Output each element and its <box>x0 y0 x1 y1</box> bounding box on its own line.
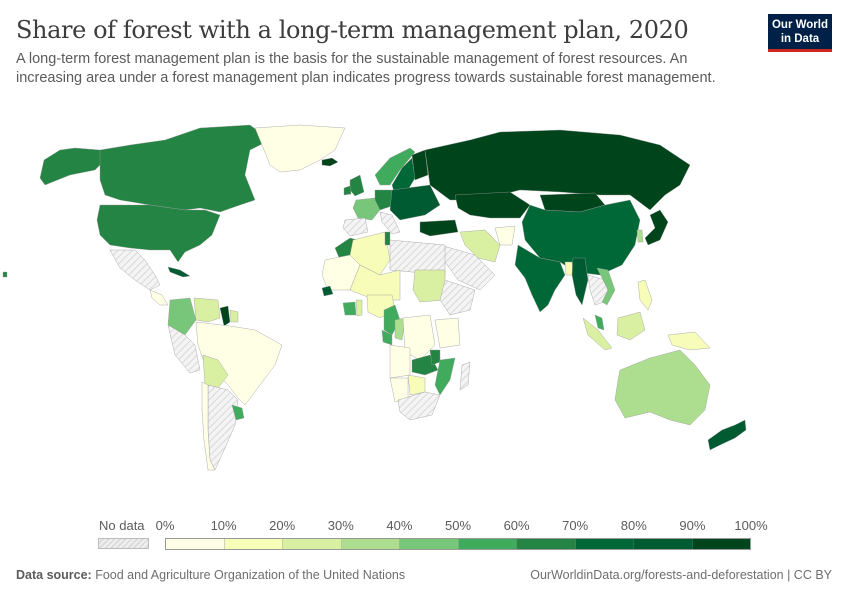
region-bangladesh[interactable] <box>564 261 574 276</box>
legend-tick-60: 60% <box>503 518 530 533</box>
region-uruguay[interactable] <box>231 404 245 421</box>
logo-line2: in Data <box>780 33 820 45</box>
legend-tick-10: 10% <box>210 518 237 533</box>
region-afghanistan[interactable] <box>494 225 516 246</box>
region-peru[interactable] <box>167 324 201 374</box>
legend-tick-40: 40% <box>386 518 413 533</box>
region-germany[interactable] <box>374 189 396 211</box>
region-guyana[interactable] <box>219 305 231 327</box>
region-senegal[interactable] <box>321 285 334 297</box>
legend-tick-20: 20% <box>269 518 296 533</box>
region-alaska[interactable] <box>39 147 106 186</box>
region-angola[interactable] <box>389 344 411 379</box>
legend-tick-70: 70% <box>562 518 589 533</box>
region-hawaii[interactable] <box>2 271 8 278</box>
region-tunisia[interactable] <box>384 231 391 246</box>
region-malaysia[interactable] <box>594 314 605 331</box>
legend-tick-0: 0% <box>155 518 175 533</box>
region-argentina[interactable] <box>207 384 239 471</box>
legend-tick-100: 100% <box>734 518 768 533</box>
region-central-america[interactable] <box>149 289 169 306</box>
legend-no-data-swatch[interactable] <box>98 538 149 549</box>
region-iran[interactable] <box>459 229 501 263</box>
region-suriname[interactable] <box>229 309 239 323</box>
region-iceland[interactable] <box>321 157 339 167</box>
chart-subtitle: A long-term forest management plan is th… <box>16 51 716 86</box>
region-mali-niger[interactable] <box>349 264 401 301</box>
legend-bin-80-90[interactable] <box>634 539 693 549</box>
region-norway[interactable] <box>374 147 416 186</box>
region-finland[interactable] <box>411 149 429 181</box>
region-new-guinea[interactable] <box>667 331 711 351</box>
data-source: Data source: Food and Agriculture Organi… <box>16 568 405 582</box>
region-canada[interactable] <box>99 124 271 213</box>
region-madagascar[interactable] <box>459 361 471 391</box>
legend-color-bins <box>165 538 751 550</box>
region-cote-divoire[interactable] <box>342 301 357 316</box>
region-sumatra[interactable] <box>582 317 613 351</box>
region-horn[interactable] <box>439 279 476 316</box>
source-url-license[interactable]: OurWorldinData.org/forests-and-deforesta… <box>530 568 832 582</box>
region-uk[interactable] <box>349 174 365 197</box>
region-ireland[interactable] <box>343 185 352 196</box>
region-east-africa[interactable] <box>434 317 461 349</box>
region-libya-egypt[interactable] <box>389 239 446 276</box>
region-mozambique[interactable] <box>434 357 456 396</box>
region-greenland[interactable] <box>254 124 346 173</box>
color-legend: No data 0% 10% 20% 30% 40% 50% 60% 70% 8… <box>95 518 768 552</box>
region-malawi[interactable] <box>429 349 441 366</box>
region-spain[interactable] <box>342 217 369 237</box>
region-ghana[interactable] <box>355 299 363 317</box>
region-borneo[interactable] <box>616 311 646 341</box>
region-sudan[interactable] <box>412 269 446 303</box>
legend-bin-50-60[interactable] <box>458 539 517 549</box>
data-source-label: Data source: <box>16 568 92 582</box>
region-eastern-europe[interactable] <box>389 184 441 221</box>
region-gabon[interactable] <box>381 329 393 346</box>
region-new-zealand[interactable] <box>707 419 747 451</box>
owid-logo[interactable]: Our World in Data <box>768 14 832 52</box>
region-chile[interactable] <box>201 381 216 471</box>
region-japan[interactable] <box>644 209 669 246</box>
region-drc[interactable] <box>402 314 436 361</box>
legend-no-data-label: No data <box>99 518 145 533</box>
legend-bin-0-10[interactable] <box>166 539 225 549</box>
legend-bin-10-20[interactable] <box>224 539 283 549</box>
region-india[interactable] <box>514 244 566 313</box>
legend-bin-60-70[interactable] <box>517 539 576 549</box>
region-venezuela[interactable] <box>193 297 221 323</box>
region-italy[interactable] <box>379 211 401 235</box>
region-myanmar[interactable] <box>571 257 589 306</box>
region-cuba[interactable] <box>167 266 191 278</box>
data-source-text: Food and Agriculture Organization of the… <box>91 568 406 582</box>
region-korea[interactable] <box>636 229 644 243</box>
legend-tick-80: 80% <box>620 518 647 533</box>
legend-bin-90-100[interactable] <box>692 539 750 549</box>
legend-bin-30-40[interactable] <box>341 539 400 549</box>
world-map[interactable] <box>0 115 850 515</box>
world-map-svg <box>2 124 747 471</box>
region-congo[interactable] <box>394 317 406 341</box>
chart-header: Share of forest with a long-term managem… <box>16 14 756 88</box>
region-botswana[interactable] <box>407 374 426 396</box>
legend-tick-90: 90% <box>679 518 706 533</box>
region-kazakhstan[interactable] <box>454 191 531 219</box>
legend-bin-40-50[interactable] <box>400 539 459 549</box>
region-mexico[interactable] <box>109 249 161 291</box>
logo-line1: Our World <box>771 19 828 31</box>
chart-footer: Data source: Food and Agriculture Organi… <box>16 568 832 582</box>
region-australia[interactable] <box>614 349 711 426</box>
region-turkey[interactable] <box>419 219 459 237</box>
region-usa[interactable] <box>96 204 221 263</box>
region-south-africa[interactable] <box>397 391 441 421</box>
chart-title: Share of forest with a long-term managem… <box>16 16 689 44</box>
legend-tick-30: 30% <box>327 518 354 533</box>
legend-tick-50: 50% <box>444 518 472 533</box>
legend-bin-20-30[interactable] <box>283 539 342 549</box>
region-china[interactable] <box>521 199 641 276</box>
region-bolivia[interactable] <box>202 354 229 389</box>
legend-bin-70-80[interactable] <box>575 539 634 549</box>
region-philippines[interactable] <box>637 279 653 311</box>
region-vietnam[interactable] <box>596 267 616 306</box>
